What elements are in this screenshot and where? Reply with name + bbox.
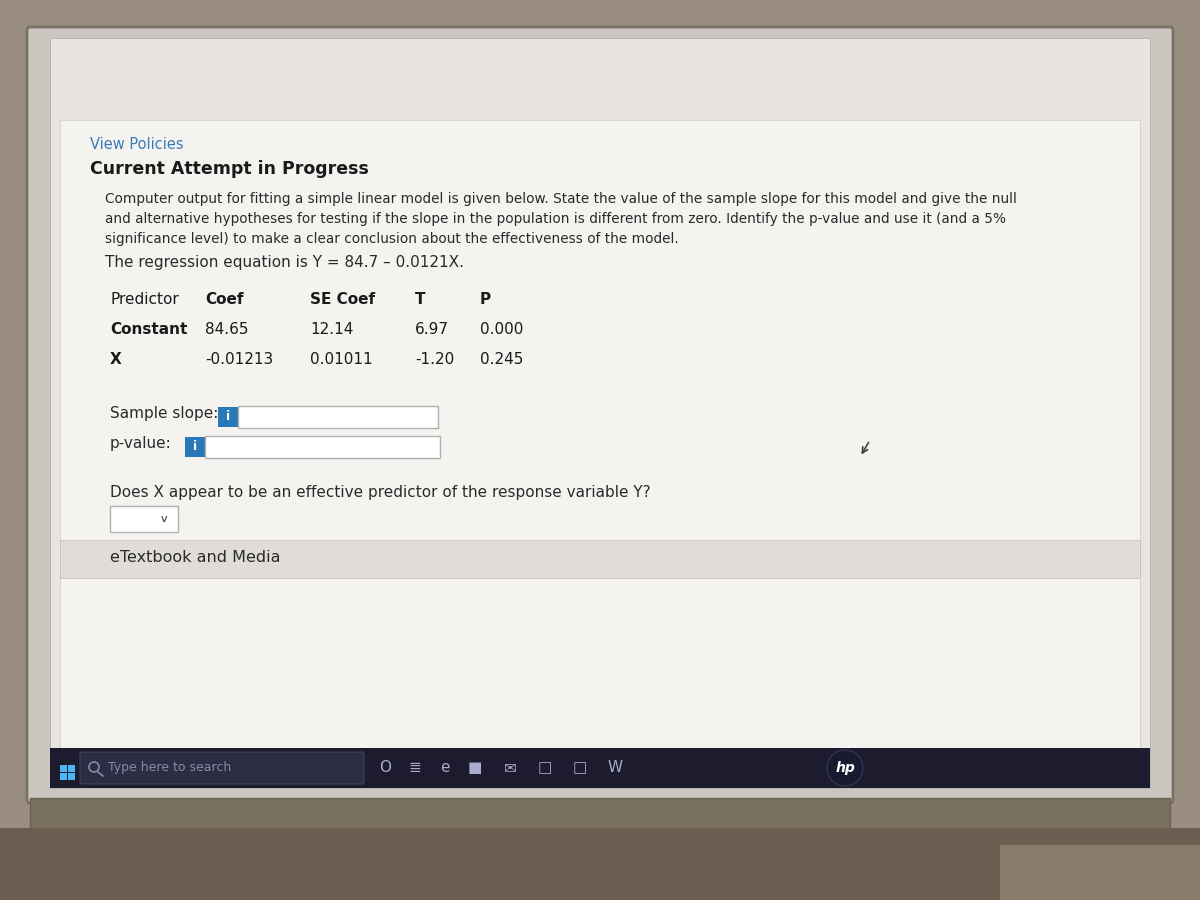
Text: 12.14: 12.14 [310, 322, 353, 337]
FancyBboxPatch shape [50, 748, 1150, 788]
Text: Computer output for fitting a simple linear model is given below. State the valu: Computer output for fitting a simple lin… [106, 192, 1016, 206]
Text: Coef: Coef [205, 292, 244, 307]
FancyBboxPatch shape [68, 765, 74, 772]
Text: 6.97: 6.97 [415, 322, 449, 337]
Text: View Policies: View Policies [90, 137, 184, 152]
Text: □: □ [572, 760, 587, 776]
Text: T: T [415, 292, 426, 307]
FancyBboxPatch shape [218, 407, 238, 427]
FancyBboxPatch shape [28, 27, 1174, 803]
Text: and alternative hypotheses for testing if the slope in the population is differe: and alternative hypotheses for testing i… [106, 212, 1006, 226]
Text: hp: hp [835, 761, 854, 775]
FancyBboxPatch shape [0, 828, 1200, 900]
FancyBboxPatch shape [60, 540, 1140, 578]
FancyBboxPatch shape [238, 406, 438, 428]
Circle shape [827, 750, 863, 786]
Text: W: W [607, 760, 623, 776]
Text: ≣: ≣ [409, 760, 421, 776]
Text: Predictor: Predictor [110, 292, 179, 307]
Text: 84.65: 84.65 [205, 322, 248, 337]
Text: i: i [193, 440, 197, 454]
FancyBboxPatch shape [60, 120, 1140, 780]
Text: eTextbook and Media: eTextbook and Media [110, 551, 281, 565]
Text: ✉: ✉ [504, 760, 516, 776]
FancyBboxPatch shape [1000, 845, 1200, 900]
FancyBboxPatch shape [60, 773, 67, 780]
Text: 0.01011: 0.01011 [310, 352, 373, 367]
Text: Constant: Constant [110, 322, 187, 337]
Text: p-value:: p-value: [110, 436, 172, 451]
Text: Does X appear to be an effective predictor of the response variable Y?: Does X appear to be an effective predict… [110, 485, 650, 500]
Text: ■: ■ [468, 760, 482, 776]
FancyBboxPatch shape [30, 798, 1170, 830]
Text: v: v [161, 514, 167, 524]
Text: i: i [226, 410, 230, 424]
Text: □: □ [538, 760, 552, 776]
Text: O: O [379, 760, 391, 776]
Text: -0.01213: -0.01213 [205, 352, 274, 367]
FancyBboxPatch shape [80, 752, 364, 784]
FancyBboxPatch shape [68, 773, 74, 780]
Text: Current Attempt in Progress: Current Attempt in Progress [90, 160, 368, 178]
FancyBboxPatch shape [60, 765, 67, 772]
Text: 0.245: 0.245 [480, 352, 523, 367]
Text: P: P [480, 292, 491, 307]
Text: significance level) to make a clear conclusion about the effectiveness of the mo: significance level) to make a clear conc… [106, 232, 679, 246]
Text: Type here to search: Type here to search [108, 760, 232, 773]
Text: The regression equation is Y = 84.7 – 0.0121X.: The regression equation is Y = 84.7 – 0.… [106, 255, 464, 270]
FancyBboxPatch shape [50, 38, 1150, 788]
FancyBboxPatch shape [185, 437, 205, 457]
FancyBboxPatch shape [110, 506, 178, 532]
Text: -1.20: -1.20 [415, 352, 455, 367]
Text: X: X [110, 352, 121, 367]
Text: SE Coef: SE Coef [310, 292, 376, 307]
Text: Sample slope:: Sample slope: [110, 406, 218, 421]
FancyBboxPatch shape [205, 436, 440, 458]
Text: e: e [440, 760, 450, 776]
Text: 0.000: 0.000 [480, 322, 523, 337]
